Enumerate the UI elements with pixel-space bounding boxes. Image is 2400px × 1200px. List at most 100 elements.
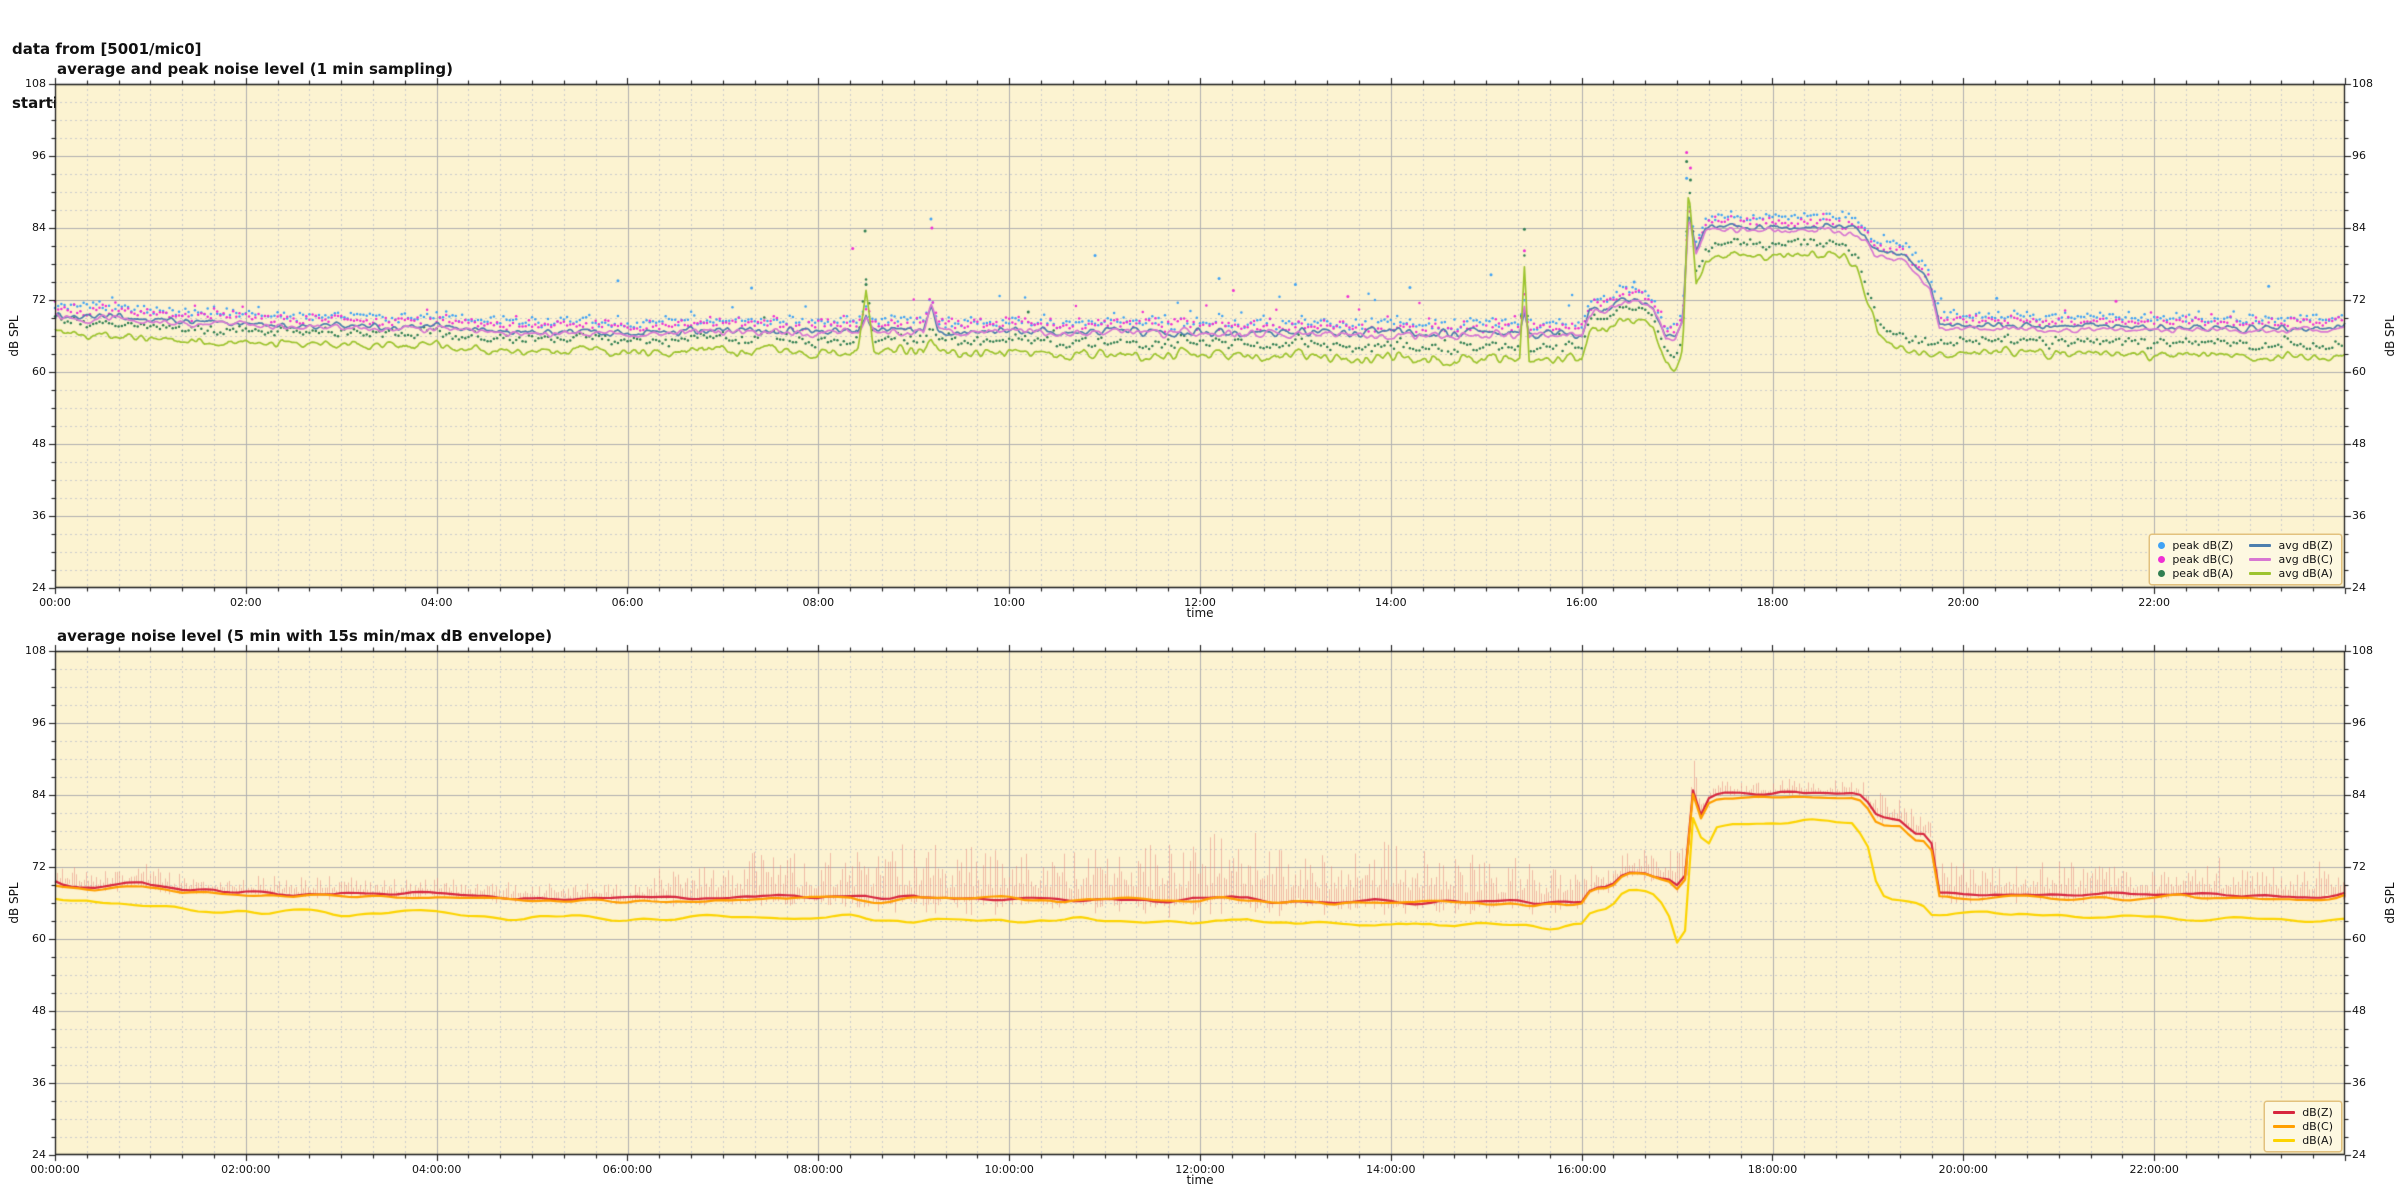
x-tick-label: 08:00 xyxy=(802,596,835,609)
y-tick-label: 24 xyxy=(32,1148,46,1161)
y-tick-label: 96 xyxy=(2352,716,2366,729)
bottom-chart: average noise level (5 min with 15s min/… xyxy=(0,623,2400,1187)
legend-line-marker xyxy=(2273,1139,2296,1142)
y-tick-label: 108 xyxy=(25,644,46,657)
top-xlabel: time xyxy=(1186,606,1214,620)
legend-dot-marker xyxy=(2158,556,2166,563)
legend-line-marker xyxy=(2249,544,2272,547)
top-legend: peak dB(Z) peak dB(C) peak dB(A) avg dB(Z) a… xyxy=(2149,534,2342,585)
y-tick-label: 24 xyxy=(2352,1148,2366,1161)
legend-dot-marker xyxy=(2158,570,2166,577)
x-tick-label: 14:00:00 xyxy=(1366,1163,1416,1176)
y-tick-label: 48 xyxy=(32,437,46,450)
x-tick-label: 20:00:00 xyxy=(1938,1163,1989,1176)
x-tick-label: 16:00:00 xyxy=(1556,1163,1607,1176)
legend-item: peak dB(A) xyxy=(2158,567,2233,580)
legend-column: peak dB(Z) peak dB(C) peak dB(A) xyxy=(2158,539,2233,580)
x-tick-label: 18:00:00 xyxy=(1747,1163,1798,1176)
legend-label: avg dB(C) xyxy=(2278,552,2333,566)
y-tick-label: 72 xyxy=(32,860,46,873)
bottom-ylabel-left: dB SPL xyxy=(7,882,21,924)
y-tick-label: 24 xyxy=(2352,581,2366,594)
x-tick-label: 04:00 xyxy=(420,596,453,609)
y-tick-label: 96 xyxy=(2352,149,2366,162)
y-tick-label: 60 xyxy=(32,932,46,945)
legend-dot-marker xyxy=(2158,542,2166,549)
legend-label: peak dB(A) xyxy=(2172,566,2234,580)
legend-label: dB(Z) xyxy=(2302,1105,2333,1119)
x-tick-label: 22:00 xyxy=(2138,596,2171,609)
legend-item: avg dB(Z) xyxy=(2249,539,2333,552)
y-tick-label: 36 xyxy=(2352,1076,2366,1089)
legend-item: dB(A) xyxy=(2273,1134,2333,1147)
x-tick-label: 20:00 xyxy=(1947,596,1980,609)
legend-column: dB(Z) dB(C) dB(A) xyxy=(2273,1106,2333,1147)
y-tick-label: 84 xyxy=(32,221,46,234)
y-tick-label: 96 xyxy=(32,149,46,162)
legend-item: peak dB(C) xyxy=(2158,553,2233,566)
legend-label: avg dB(Z) xyxy=(2278,538,2333,552)
y-tick-label: 36 xyxy=(32,509,46,522)
legend-column: avg dB(Z) avg dB(C) avg dB(A) xyxy=(2249,539,2333,580)
x-tick-label: 22:00:00 xyxy=(2129,1163,2179,1176)
y-tick-label: 48 xyxy=(2352,1004,2366,1017)
y-tick-label: 84 xyxy=(2352,221,2366,234)
y-tick-label: 72 xyxy=(2352,293,2366,306)
x-tick-label: 02:00:00 xyxy=(221,1163,271,1176)
legend-label: avg dB(A) xyxy=(2278,566,2333,580)
x-tick-label: 04:00:00 xyxy=(411,1163,462,1176)
x-tick-label: 18:00 xyxy=(1756,596,1789,609)
x-tick-label: 10:00 xyxy=(993,596,1026,609)
x-tick-label: 06:00 xyxy=(611,596,644,609)
legend-label: dB(C) xyxy=(2302,1119,2333,1133)
legend-line-marker xyxy=(2273,1111,2296,1114)
x-tick-label: 02:00 xyxy=(229,596,262,609)
y-tick-label: 60 xyxy=(32,365,46,378)
legend-item: dB(Z) xyxy=(2273,1106,2333,1119)
bottom-legend: dB(Z) dB(C) dB(A) xyxy=(2264,1101,2342,1152)
x-tick-label: 14:00 xyxy=(1374,596,1407,609)
x-tick-label: 00:00:00 xyxy=(30,1163,80,1176)
legend-line-marker xyxy=(2273,1125,2296,1128)
header-source-line: data from [5001/mic0] xyxy=(12,40,202,58)
y-tick-label: 108 xyxy=(2352,77,2373,90)
legend-item: peak dB(Z) xyxy=(2158,539,2233,552)
y-tick-label: 36 xyxy=(32,1076,46,1089)
top-chart-canvas xyxy=(0,56,2400,616)
y-tick-label: 36 xyxy=(2352,509,2366,522)
legend-item: avg dB(C) xyxy=(2249,553,2333,566)
y-tick-label: 24 xyxy=(32,581,46,594)
legend-item: dB(C) xyxy=(2273,1120,2333,1133)
x-tick-label: 08:00:00 xyxy=(793,1163,844,1176)
x-tick-label: 12:00:00 xyxy=(1175,1163,1225,1176)
x-tick-label: 00:00 xyxy=(39,596,71,609)
bottom-xlabel: time xyxy=(1186,1173,1214,1187)
legend-label: dB(A) xyxy=(2302,1133,2333,1147)
y-tick-label: 84 xyxy=(2352,788,2366,801)
y-tick-label: 72 xyxy=(32,293,46,306)
x-tick-label: 10:00:00 xyxy=(984,1163,1034,1176)
x-tick-label: 12:00 xyxy=(1184,596,1216,609)
legend-line-marker xyxy=(2249,558,2272,561)
top-ylabel-left: dB SPL xyxy=(7,315,21,357)
legend-line-marker xyxy=(2249,572,2272,575)
y-tick-label: 108 xyxy=(25,77,46,90)
top-ylabel-right: dB SPL xyxy=(2383,315,2397,357)
bottom-ylabel-right: dB SPL xyxy=(2383,882,2397,924)
top-chart: average and peak noise level (1 min samp… xyxy=(0,56,2400,620)
bottom-chart-canvas xyxy=(0,623,2400,1183)
y-tick-label: 108 xyxy=(2352,644,2373,657)
y-tick-label: 84 xyxy=(32,788,46,801)
legend-item: avg dB(A) xyxy=(2249,567,2333,580)
y-tick-label: 48 xyxy=(32,1004,46,1017)
y-tick-label: 48 xyxy=(2352,437,2366,450)
legend-label: peak dB(Z) xyxy=(2172,538,2234,552)
y-tick-label: 72 xyxy=(2352,860,2366,873)
x-tick-label: 16:00 xyxy=(1565,596,1598,609)
y-tick-label: 96 xyxy=(32,716,46,729)
legend-label: peak dB(C) xyxy=(2172,552,2234,566)
y-tick-label: 60 xyxy=(2352,932,2366,945)
x-tick-label: 06:00:00 xyxy=(602,1163,653,1176)
y-tick-label: 60 xyxy=(2352,365,2366,378)
